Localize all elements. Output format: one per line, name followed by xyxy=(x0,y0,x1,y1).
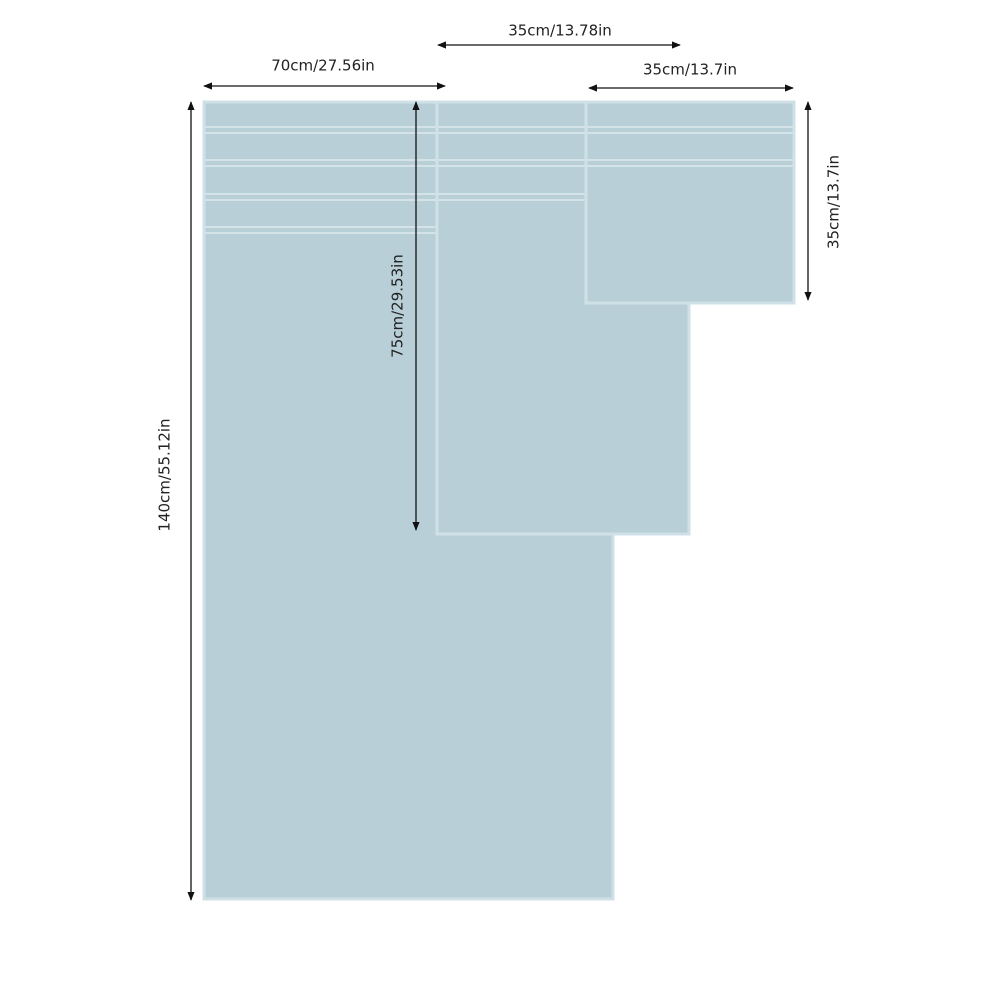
width-label: 35cm/13.7in xyxy=(643,61,737,79)
height-label: 35cm/13.7in xyxy=(825,155,843,249)
width-label: 35cm/13.78in xyxy=(508,22,612,40)
width-label: 70cm/27.56in xyxy=(271,57,375,75)
height-label: 75cm/29.53in xyxy=(389,254,407,358)
washcloth xyxy=(584,100,796,305)
height-label: 140cm/55.12in xyxy=(156,418,174,531)
